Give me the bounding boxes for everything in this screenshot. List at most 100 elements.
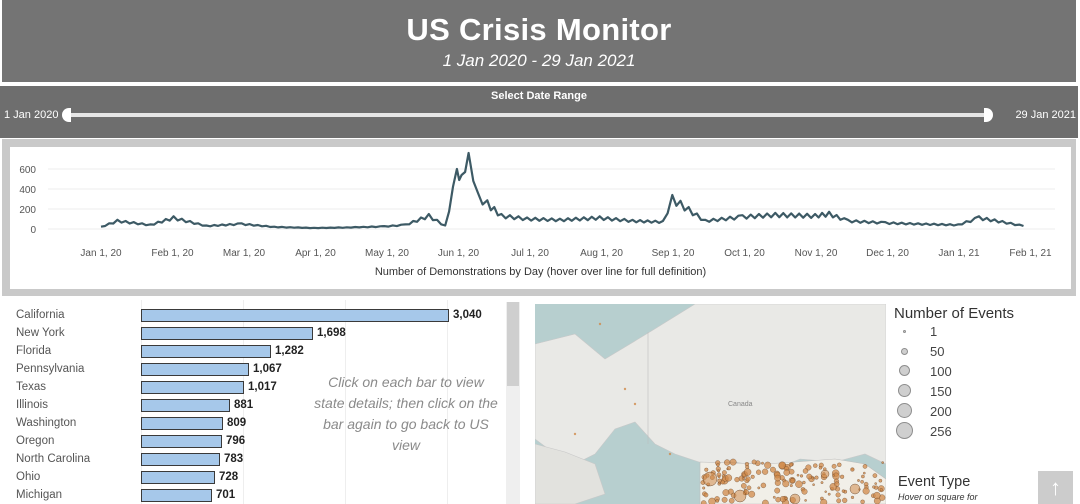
state-bar[interactable]	[141, 363, 249, 376]
map-event-marker[interactable]	[857, 479, 860, 482]
map-event-marker[interactable]	[717, 469, 720, 473]
map-event-marker[interactable]	[813, 463, 818, 468]
map-event-marker[interactable]	[879, 488, 883, 492]
map-event-marker[interactable]	[874, 482, 877, 485]
map-event-marker[interactable]	[806, 473, 812, 480]
state-bar-row[interactable]: Illinois 881	[0, 397, 500, 415]
state-bar[interactable]	[141, 327, 313, 340]
bar-chart-scrollbar[interactable]	[506, 302, 520, 504]
map-event-marker[interactable]	[778, 461, 786, 469]
map-event-marker[interactable]	[745, 476, 751, 482]
map-event-marker[interactable]	[784, 496, 788, 500]
map-event-marker[interactable]	[702, 486, 706, 490]
map-event-marker[interactable]	[802, 480, 806, 485]
scroll-to-top-button[interactable]: ↑	[1038, 471, 1073, 504]
map-event-marker[interactable]	[783, 469, 790, 476]
map-event-marker[interactable]	[827, 492, 831, 496]
map-event-marker[interactable]	[726, 466, 731, 471]
map-event-marker[interactable]	[860, 480, 864, 484]
state-bar[interactable]	[141, 381, 244, 394]
map-event-marker[interactable]	[715, 499, 720, 503]
state-bar[interactable]	[141, 417, 223, 430]
map-event-marker[interactable]	[760, 482, 767, 489]
map-event-marker[interactable]	[836, 498, 842, 504]
timeline-chart[interactable]: 600 400 200 0 Jan 1, 20 Feb 1, 20 Mar 1, 20 Apr…	[10, 147, 1071, 289]
map-event-marker[interactable]	[795, 480, 803, 488]
map-event-marker[interactable]	[878, 478, 883, 483]
map-event-marker[interactable]	[762, 468, 769, 475]
map-event-marker[interactable]	[633, 402, 637, 406]
map-event-marker[interactable]	[722, 489, 730, 496]
map-event-marker[interactable]	[872, 485, 876, 489]
map-event-marker[interactable]	[717, 475, 721, 479]
map-event-marker[interactable]	[734, 477, 740, 483]
state-bar-row[interactable]: Pennsylvania 1,067	[0, 361, 500, 379]
map-event-marker[interactable]	[788, 468, 795, 475]
map-event-marker[interactable]	[840, 474, 845, 479]
map-event-marker[interactable]	[862, 464, 868, 469]
state-bar-row[interactable]: Washington 809	[0, 415, 500, 433]
map-event-marker[interactable]	[708, 497, 716, 504]
map-event-marker[interactable]	[746, 485, 752, 491]
map-event-marker[interactable]	[860, 499, 865, 504]
map-event-marker[interactable]	[811, 476, 815, 480]
map-event-marker[interactable]	[863, 471, 866, 475]
map-event-marker[interactable]	[716, 463, 720, 467]
map-event-marker[interactable]	[799, 474, 804, 478]
map-event-marker[interactable]	[728, 497, 735, 504]
map-event-marker[interactable]	[801, 488, 808, 495]
map-event-marker[interactable]	[774, 487, 781, 494]
scrollbar-thumb[interactable]	[507, 302, 519, 386]
map-event-marker[interactable]	[850, 467, 855, 472]
event-map[interactable]: Canada	[535, 304, 886, 504]
map-event-marker[interactable]	[775, 496, 781, 503]
map-event-marker[interactable]	[873, 491, 881, 500]
map-event-marker[interactable]	[757, 486, 761, 490]
map-event-marker[interactable]	[718, 481, 721, 485]
map-event-marker[interactable]	[812, 483, 815, 486]
map-event-marker[interactable]	[788, 462, 793, 467]
map-event-marker[interactable]	[770, 466, 776, 473]
map-event-marker[interactable]	[729, 458, 737, 466]
map-event-marker[interactable]	[598, 322, 602, 326]
state-bar-row[interactable]: North Carolina 783	[0, 451, 500, 469]
map-event-marker[interactable]	[756, 469, 762, 475]
map-event-marker[interactable]	[789, 493, 801, 504]
map-event-marker[interactable]	[702, 471, 718, 487]
state-bar[interactable]	[141, 471, 215, 484]
map-event-marker[interactable]	[743, 468, 752, 476]
map-event-marker[interactable]	[722, 470, 727, 475]
map-event-marker[interactable]	[750, 474, 755, 479]
map-event-marker[interactable]	[789, 484, 793, 488]
state-bar[interactable]	[141, 435, 222, 448]
state-bar[interactable]	[141, 309, 449, 322]
map-event-marker[interactable]	[751, 459, 757, 465]
state-bar[interactable]	[141, 399, 230, 412]
map-event-marker[interactable]	[832, 474, 835, 477]
state-bar-row[interactable]: Florida 1,282	[0, 343, 500, 361]
map-event-marker[interactable]	[872, 473, 878, 478]
map-event-marker[interactable]	[721, 496, 728, 503]
map-event-marker[interactable]	[881, 461, 884, 464]
map-event-marker[interactable]	[782, 480, 790, 488]
state-bar-row[interactable]: Oregon 796	[0, 433, 500, 451]
map-event-marker[interactable]	[700, 500, 707, 504]
map-event-marker[interactable]	[789, 478, 796, 484]
map-event-marker[interactable]	[762, 499, 769, 504]
map-event-marker[interactable]	[764, 461, 772, 469]
map-event-marker[interactable]	[724, 474, 733, 482]
map-event-marker[interactable]	[704, 467, 709, 472]
map-event-marker[interactable]	[772, 495, 776, 499]
map-event-marker[interactable]	[837, 462, 842, 467]
state-bar-row[interactable]: Texas 1,017	[0, 379, 500, 397]
map-event-marker[interactable]	[862, 487, 870, 495]
state-bar[interactable]	[141, 453, 220, 466]
date-range-start-handle[interactable]	[62, 108, 71, 122]
map-event-marker[interactable]	[849, 483, 861, 495]
state-bar[interactable]	[141, 489, 212, 502]
map-event-marker[interactable]	[835, 492, 841, 498]
map-event-marker[interactable]	[741, 477, 745, 480]
date-range-end-handle[interactable]	[984, 108, 993, 122]
map-event-marker[interactable]	[668, 452, 672, 456]
map-event-marker[interactable]	[724, 459, 731, 466]
